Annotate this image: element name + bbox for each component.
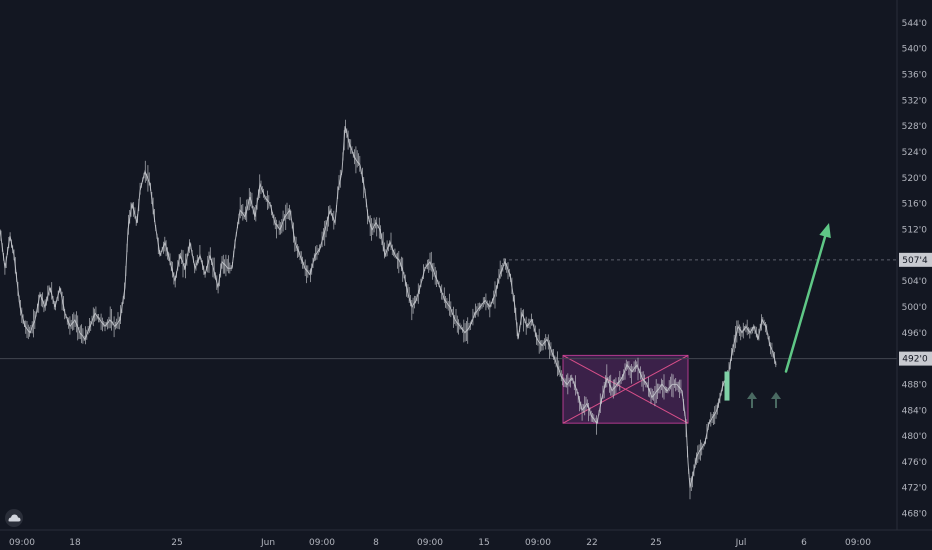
small-up-arrow[interactable] (771, 392, 781, 409)
y-tick-label: 524'0 (902, 148, 928, 158)
y-tick-label: 516'0 (902, 200, 928, 210)
y-tick-label: 480'0 (902, 432, 928, 442)
x-tick-label: 09:00 (417, 538, 443, 548)
price-series (0, 119, 777, 500)
x-tick-label: Jul (735, 538, 747, 548)
y-tick-label: 512'0 (902, 225, 928, 235)
y-tick-label: 488'0 (902, 380, 928, 390)
target-price-tag: 507'4 (899, 252, 932, 267)
x-tick-label: 09:00 (9, 538, 35, 548)
current-price-tag-text: 492'0 (902, 355, 928, 365)
y-tick-label: 496'0 (902, 329, 928, 339)
x-tick-label: 6 (801, 538, 807, 548)
projection-arrow[interactable] (784, 223, 831, 373)
y-tick-label: 532'0 (902, 96, 928, 106)
current-price-tag-bg (899, 351, 932, 366)
x-tick-label: 09:00 (525, 538, 551, 548)
x-tick-label: 18 (69, 538, 81, 548)
y-tick-label: 504'0 (902, 277, 928, 287)
x-tick-label: 09:00 (845, 538, 871, 548)
consolidation-box[interactable] (562, 354, 689, 424)
y-tick-label: 476'0 (902, 458, 928, 468)
y-tick-label: 544'0 (902, 19, 928, 29)
time-axis[interactable]: 09:00 18 25 Jun 09:00 8 09:00 15 09:00 22 25 Jul 6 09… (0, 529, 932, 548)
x-tick-label: 09:00 (309, 538, 335, 548)
x-tick-label: 22 (586, 538, 597, 548)
consolidation-box-diagonal-2 (562, 354, 689, 424)
y-tick-label: 500'0 (902, 303, 928, 313)
x-tick-label: 25 (650, 538, 661, 548)
y-tick-label: 528'0 (902, 122, 928, 132)
y-tick-label: 472'0 (902, 484, 928, 494)
tradingview-cloud-icon[interactable] (5, 509, 23, 527)
projection-arrow-shaft (784, 235, 827, 373)
small-up-arrows[interactable] (747, 392, 781, 409)
x-tick-label: Jun (260, 538, 275, 548)
y-tick-label: 520'0 (902, 174, 928, 184)
y-tick-label: 468'0 (902, 510, 928, 520)
y-tick-label: 536'0 (902, 71, 928, 81)
x-tick-label: 25 (171, 538, 182, 548)
small-up-arrow[interactable] (747, 392, 757, 409)
current-price-tag: 492'0 (899, 351, 932, 366)
y-tick-label: 540'0 (902, 45, 928, 55)
price-axis[interactable]: 544'0 540'0 536'0 532'0 528'0 524'0 520'0 516'0… (896, 0, 932, 530)
x-tick-label: 8 (373, 538, 379, 548)
highlight-candle[interactable] (724, 371, 730, 401)
target-price-tag-bg (899, 252, 932, 267)
target-price-tag-text: 507'4 (902, 256, 928, 266)
projection-arrow-head (819, 223, 831, 239)
x-tick-label: 15 (478, 538, 489, 548)
y-tick-label: 484'0 (902, 406, 928, 416)
